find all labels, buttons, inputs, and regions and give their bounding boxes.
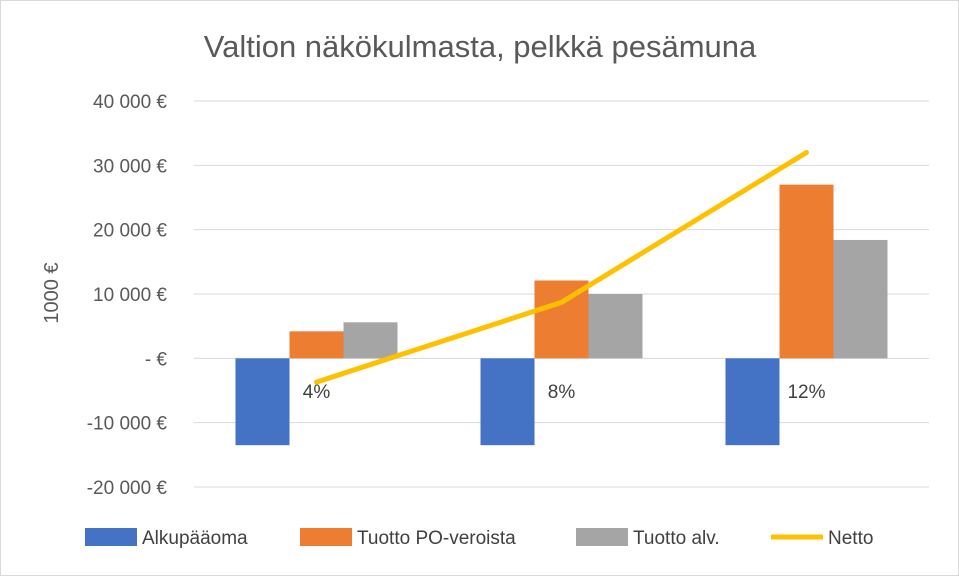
bar-alkupääoma-1 xyxy=(480,358,535,446)
legend: Alkupääoma Tuotto PO-veroista Tuotto alv. N… xyxy=(85,528,873,549)
y-tick-labels: 40 000 € 30 000 € 20 000 € 10 000 € - € -10 0… xyxy=(87,92,168,499)
bar-tuotto-alv--2 xyxy=(833,239,888,359)
legend-swatch xyxy=(300,528,352,546)
y-tick-label: 20 000 € xyxy=(93,221,167,242)
legend-label: Alkupääoma xyxy=(142,528,248,549)
bars xyxy=(235,184,888,446)
legend-swatch xyxy=(576,528,628,546)
y-tick-label: -10 000 € xyxy=(87,414,168,435)
line-netto xyxy=(314,149,809,385)
bar-tuotto-alv--0 xyxy=(343,322,398,359)
gridlines xyxy=(194,100,929,488)
category-label: 4% xyxy=(303,382,331,403)
y-tick-label: 30 000 € xyxy=(93,156,167,177)
legend-label: Tuotto alv. xyxy=(633,528,720,549)
bar-alkupääoma-2 xyxy=(725,358,780,446)
y-tick-label: -20 000 € xyxy=(87,478,168,499)
y-tick-label: 10 000 € xyxy=(93,285,167,306)
chart-title: Valtion näkökulmasta, pelkkä pesämuna xyxy=(204,29,757,64)
y-tick-label: 40 000 € xyxy=(93,92,167,113)
category-label: 12% xyxy=(787,382,825,403)
legend-label: Tuotto PO-veroista xyxy=(357,528,516,549)
bar-alkupääoma-0 xyxy=(235,358,290,446)
category-labels: 4% 8% 12% xyxy=(303,382,826,403)
bar-tuotto-po-veroista-0 xyxy=(289,331,344,359)
y-tick-label: - € xyxy=(145,349,168,370)
y-axis-label: 1000 € xyxy=(41,262,63,323)
bar-tuotto-po-veroista-2 xyxy=(779,184,834,359)
line-series xyxy=(314,149,809,385)
category-label: 8% xyxy=(548,382,576,403)
legend-swatch xyxy=(85,528,137,546)
bar-tuotto-alv--1 xyxy=(588,294,643,359)
legend-label: Netto xyxy=(828,528,873,549)
